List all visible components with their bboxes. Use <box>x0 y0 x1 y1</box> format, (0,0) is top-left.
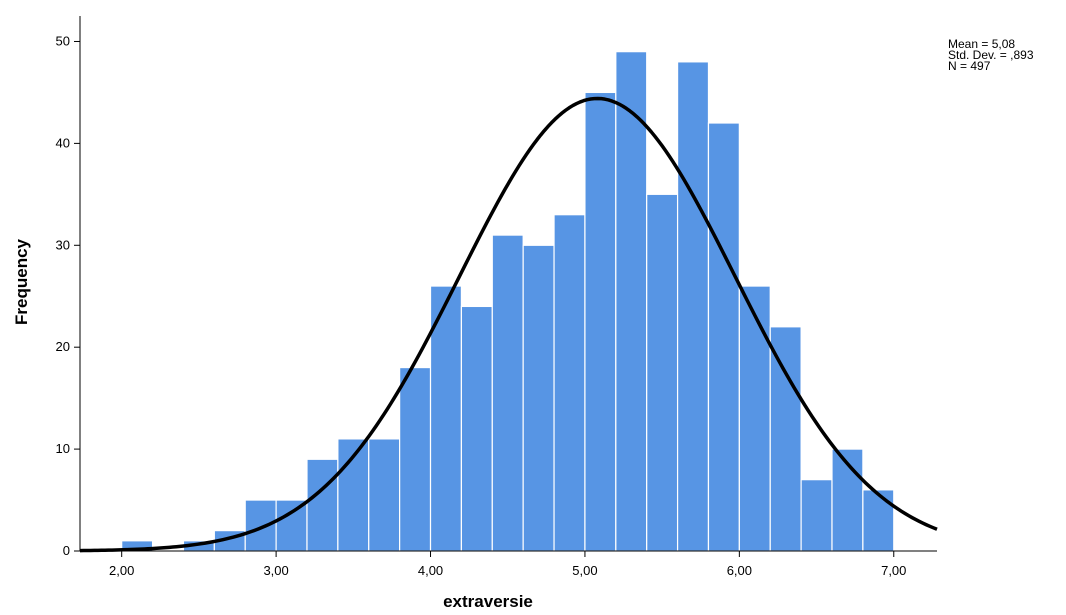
histogram-bar <box>275 499 308 552</box>
y-tick-label: 40 <box>56 135 70 150</box>
histogram-bar <box>769 326 802 552</box>
histogram-bar <box>584 91 617 552</box>
histogram-bar <box>337 438 370 552</box>
histogram-bar <box>862 489 895 552</box>
histogram-bar <box>460 305 493 552</box>
histogram-bars <box>121 51 895 552</box>
x-tick-label: 6,00 <box>727 563 752 578</box>
x-axis-ticks: 2,00 3,00 4,00 5,00 6,00 7,00 <box>109 551 906 578</box>
histogram-bar <box>615 51 648 552</box>
histogram-bar <box>244 499 277 552</box>
y-tick-label: 0 <box>63 543 70 558</box>
x-tick-label: 3,00 <box>263 563 288 578</box>
y-axis-title: Frequency <box>12 238 31 325</box>
histogram-bar <box>707 122 740 552</box>
x-tick-label: 7,00 <box>881 563 906 578</box>
y-tick-label: 30 <box>56 237 70 252</box>
histogram-bar <box>676 61 710 552</box>
y-axis-ticks: 0 10 20 30 40 50 <box>56 33 80 558</box>
histogram-bar <box>646 193 679 552</box>
histogram-bar <box>522 244 555 552</box>
x-tick-label: 2,00 <box>109 563 134 578</box>
normal-curve <box>79 96 938 553</box>
x-tick-label: 5,00 <box>572 563 597 578</box>
histogram-bar <box>306 458 339 552</box>
y-tick-label: 50 <box>56 33 70 48</box>
histogram-bar <box>738 285 771 552</box>
histogram-bar <box>368 438 401 552</box>
y-tick-label: 20 <box>56 339 70 354</box>
histogram-bar <box>399 366 432 552</box>
stats-mean: Mean = 5,08 <box>948 37 1015 51</box>
x-tick-label: 4,00 <box>418 563 443 578</box>
descriptive-stats: Mean = 5,08 Std. Dev. = ,893 N = 497 <box>948 37 1034 73</box>
histogram-bar <box>553 214 586 552</box>
stats-std-dev: Std. Dev. = ,893 <box>948 48 1034 62</box>
stats-n: N = 497 <box>948 59 991 73</box>
histogram-bar <box>800 479 833 552</box>
y-tick-label: 10 <box>56 441 70 456</box>
histogram-bar <box>429 285 463 552</box>
x-axis-title: extraversie <box>443 592 533 611</box>
histogram-bar <box>491 234 524 552</box>
